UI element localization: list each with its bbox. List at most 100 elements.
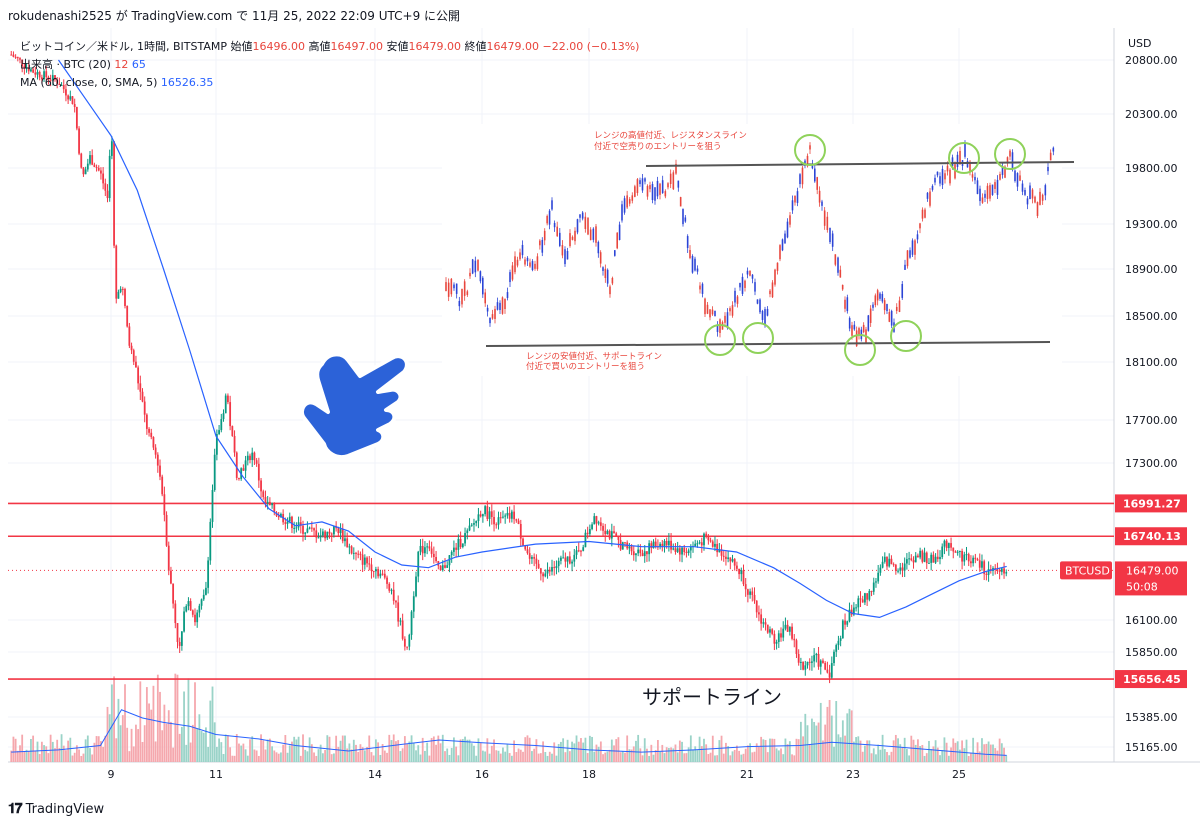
inset-candle-body: [526, 257, 529, 262]
candle-body: [775, 641, 778, 644]
candle-body: [528, 553, 531, 559]
inset-candle-body: [450, 278, 453, 295]
inset-candle-body: [569, 233, 571, 247]
candle-body: [932, 554, 935, 563]
candle-body: [595, 516, 598, 524]
candle-body: [700, 542, 703, 546]
volume-bar: [366, 746, 368, 762]
inset-candle-body: [597, 241, 600, 254]
inset-candle-body: [628, 199, 631, 204]
volume-bar: [996, 750, 999, 762]
inset-candle-body: [587, 217, 589, 235]
inset-candle-body: [1001, 166, 1004, 175]
volume-bar: [36, 741, 39, 762]
inset-candle-body: [756, 299, 759, 304]
volume-bar: [139, 681, 142, 762]
candle-body: [824, 662, 827, 670]
inset-candle-body: [704, 298, 706, 315]
inset-candle-body: [964, 143, 966, 157]
volume-bar: [319, 744, 322, 762]
candle-body: [597, 522, 600, 524]
inset-range-chart: レンジの高値付近、レジスタンスライン付近で空売りのエントリーを狙うレンジの安値付…: [442, 124, 1075, 376]
volume-bar: [51, 741, 54, 762]
volume-bar: [355, 744, 357, 762]
candle-body: [672, 548, 675, 550]
volume-bar: [777, 750, 780, 762]
volume-bar: [170, 721, 172, 762]
volume-bar: [749, 743, 751, 762]
price-axis[interactable]: USD 20800.00 20300.00 19800.00 19300.00 18900…: [1060, 37, 1187, 754]
y-tick-label: 17700.00: [1125, 414, 1178, 427]
volume-bar: [453, 737, 455, 762]
price-chart[interactable]: レンジの高値付近、レジスタンスライン付近で空売りのエントリーを狙うレンジの安値付…: [0, 28, 1200, 798]
candle-body: [738, 568, 740, 575]
candle-body: [27, 67, 30, 72]
inset-candle-body: [754, 282, 756, 292]
inset-candle-body: [909, 250, 911, 258]
candle-body: [84, 169, 87, 175]
volume-bar: [894, 734, 897, 762]
volume-bar: [537, 753, 540, 762]
volume-bar: [209, 700, 212, 762]
inset-candle-body: [929, 191, 931, 206]
volume-bar: [293, 736, 296, 762]
candle-body: [390, 589, 393, 591]
volume-bar: [202, 732, 205, 762]
inset-candle-body: [1024, 190, 1026, 195]
candle-body: [363, 557, 366, 565]
time-axis[interactable]: 9 11 14 16 18 21 23 25: [108, 768, 967, 781]
candle-body: [659, 543, 661, 547]
countdown-label: 50:08: [1126, 580, 1158, 593]
legend-volume-v1: 12: [114, 58, 129, 71]
candle-body: [459, 538, 462, 548]
inset-candle-body: [474, 260, 477, 273]
volume-bar: [903, 737, 906, 762]
candle-body: [82, 167, 85, 175]
volume-bar: [875, 754, 877, 762]
volume-bar: [925, 753, 928, 762]
horizontal-lines[interactable]: [8, 502, 1114, 680]
candle-body: [161, 476, 164, 495]
inset-candle-body: [519, 252, 521, 260]
volume-bar: [470, 743, 473, 762]
inset-candle-body: [991, 184, 994, 195]
volume-bar: [457, 755, 460, 762]
volume-bar: [852, 741, 855, 762]
legend-low: 16479.00: [408, 40, 462, 53]
volume-bar: [775, 748, 778, 762]
inset-candle-body: [921, 209, 924, 219]
volume-bar: [16, 750, 19, 762]
candle-body: [10, 54, 13, 56]
inset-candle-body: [581, 212, 584, 219]
inset-candle-body: [689, 250, 691, 259]
volume-bar: [952, 738, 955, 762]
volume-bar: [963, 748, 966, 762]
candle-body: [428, 546, 431, 549]
volume-bar: [268, 738, 271, 762]
candle-body: [453, 547, 455, 552]
candle-body: [621, 542, 624, 550]
candle-body: [833, 651, 835, 664]
candle-body: [361, 554, 364, 565]
volume-bar: [886, 751, 888, 762]
candle-body: [121, 288, 124, 290]
candle-body: [60, 84, 63, 86]
candle-body: [504, 515, 507, 517]
inset-candle-body: [506, 292, 509, 298]
candle-body: [795, 640, 798, 655]
volume-bar: [696, 750, 699, 762]
tradingview-logo-icon[interactable]: 𝟏𝟕: [8, 801, 23, 817]
candle-body: [115, 245, 118, 299]
footer-brand[interactable]: TradingView: [25, 801, 105, 817]
volume-bar: [788, 741, 791, 762]
x-tick-label: 18: [582, 768, 596, 781]
volume-bar: [727, 746, 730, 762]
candle-body: [421, 545, 424, 554]
chart-legend: ビットコイン／米ドル, 1時間, BITSTAMP 始値16496.00 高値1…: [20, 38, 639, 92]
volume-bar: [58, 748, 61, 762]
legend-ma-label: MA (60, close, 0, SMA, 5): [20, 76, 158, 89]
volume-bar: [60, 734, 63, 762]
candle-body: [914, 555, 917, 563]
candle-body: [357, 553, 360, 555]
candle-body: [51, 75, 54, 81]
